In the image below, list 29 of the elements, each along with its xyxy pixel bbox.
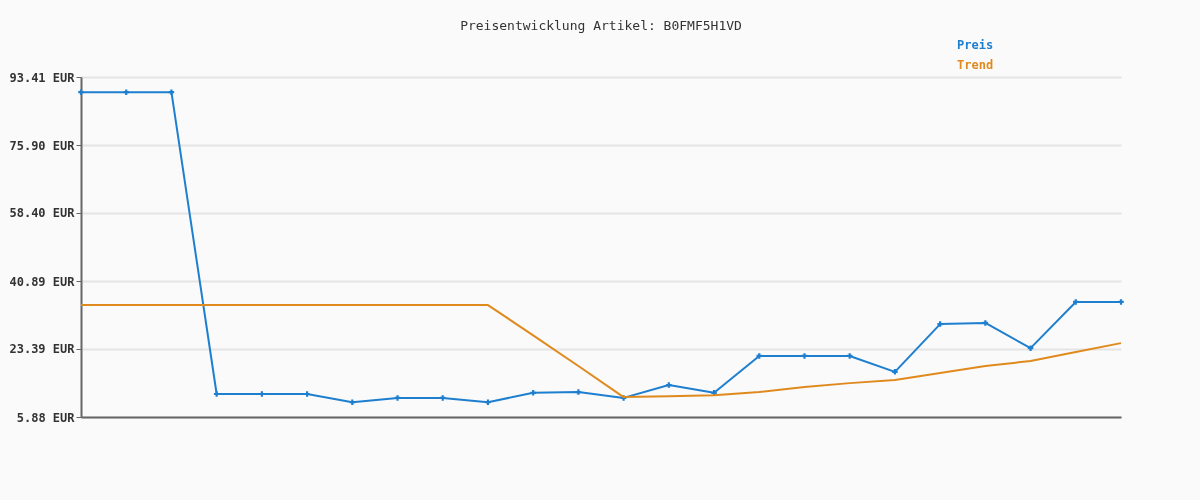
point — [485, 399, 491, 405]
point — [1073, 299, 1079, 305]
point — [530, 390, 536, 396]
point — [349, 399, 356, 405]
y-tick-label: 5.88 EUR — [16, 410, 76, 425]
point — [575, 389, 582, 395]
point — [123, 89, 129, 95]
point — [394, 395, 401, 401]
point — [982, 320, 989, 326]
point — [1027, 345, 1034, 351]
point — [892, 369, 898, 375]
text: Preis — [957, 38, 994, 52]
line-series — [80, 304, 1122, 399]
point — [937, 321, 943, 327]
point — [78, 89, 84, 95]
point — [666, 382, 672, 388]
point — [1118, 299, 1124, 305]
point — [756, 353, 762, 359]
y-tick-label: 58.40 EUR — [9, 206, 76, 221]
text: Trend — [957, 58, 994, 72]
point — [440, 395, 446, 401]
y-tick-label: 40.89 EUR — [9, 274, 76, 289]
point — [846, 353, 853, 359]
y-tick-label: 75.90 EUR — [9, 138, 76, 153]
chart-title: Preisentwicklung Artikel: B0FMF5H1VD — [460, 18, 743, 33]
point — [168, 89, 175, 95]
y-tick-label: 93.41 EUR — [9, 70, 76, 85]
point — [801, 353, 808, 359]
y-tick-label: 23.39 EUR — [9, 342, 76, 357]
